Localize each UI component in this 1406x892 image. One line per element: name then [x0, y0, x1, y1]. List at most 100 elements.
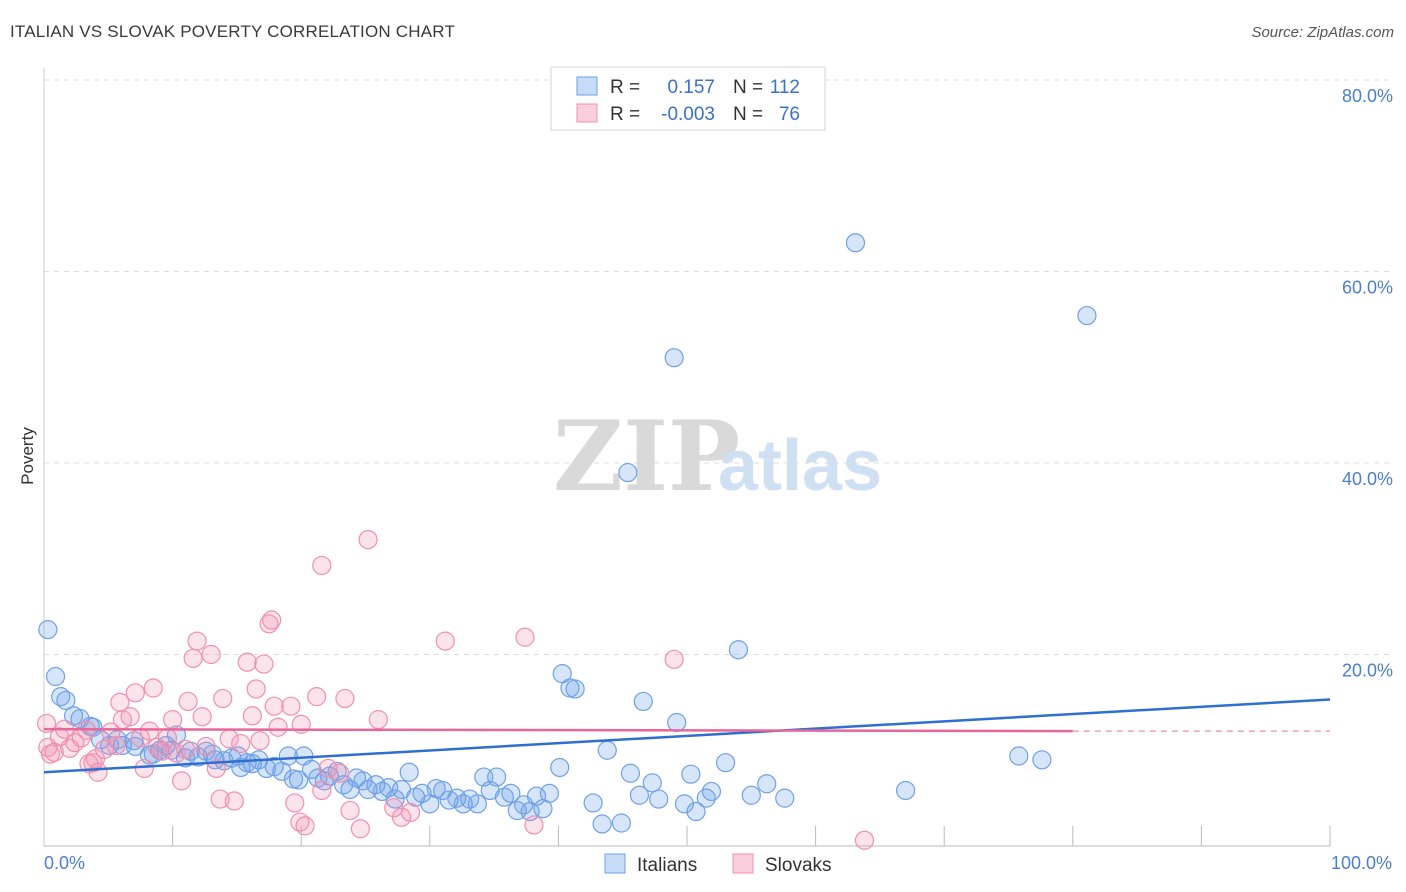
y-tick-label-20: 20.0%	[1342, 661, 1393, 681]
italians-point-99	[728, 640, 749, 660]
slovaks-point-28	[172, 771, 192, 791]
italians-point-93	[674, 794, 695, 814]
legend-bottom-slovaks: Slovaks	[765, 855, 832, 876]
italians-point-10	[107, 730, 127, 750]
italians-point-95	[686, 801, 706, 822]
italians-point-98	[715, 753, 736, 773]
watermark-zip: ZIP	[553, 400, 740, 513]
slovaks-point-23	[147, 737, 167, 757]
slovaks-point-14	[106, 735, 126, 756]
legend-n-label-1: N =	[733, 77, 763, 98]
slovaks-point-59	[318, 758, 338, 779]
slovaks-point-65	[368, 710, 388, 730]
slovaks-point-37	[210, 789, 230, 809]
x-tick-label-0: 0.0%	[44, 853, 85, 873]
source-label: Source: ZipAtlas.com	[1251, 24, 1394, 41]
slovaks-point-58	[312, 780, 332, 801]
slovaks-point-64	[358, 529, 378, 550]
slovaks-point-32	[187, 631, 207, 651]
slovaks-point-41	[231, 733, 251, 754]
legend-n-value-2: 76	[779, 104, 800, 125]
slovaks-point-57	[312, 555, 332, 576]
italians-point-87	[629, 785, 650, 805]
italians-point-81	[583, 793, 603, 813]
axes	[43, 68, 1331, 847]
slovaks-point-74	[38, 737, 58, 757]
slovaks-point-61	[335, 688, 355, 709]
legend-swatch-slovaks	[576, 103, 598, 123]
slovaks-point-33	[192, 707, 212, 727]
slovaks-point-70	[515, 627, 535, 647]
slovaks-point-75	[85, 749, 106, 769]
italians-point-1	[45, 666, 66, 687]
legend-bottom-italians: Italians	[637, 855, 697, 876]
y-tick-label-60: 60.0%	[1342, 278, 1393, 298]
slovaks-point-42	[237, 652, 257, 672]
slovaks-point-30	[178, 691, 198, 712]
slovaks-point-48	[262, 610, 282, 630]
slovaks-point-0	[36, 713, 57, 734]
slovaks-point-69	[435, 631, 455, 651]
chart-title: ITALIAN VS SLOVAK POVERTY CORRELATION CH…	[10, 22, 456, 41]
italians-point-84	[611, 813, 632, 833]
slovaks-point-60	[330, 763, 350, 783]
slovaks-point-35	[201, 644, 221, 665]
italians-point-61	[439, 790, 459, 810]
slovaks-point-73	[854, 830, 875, 850]
slovaks-point-67	[391, 807, 412, 827]
legend-bottom-swatch-italians	[604, 853, 626, 874]
slovaks-point-18	[125, 683, 145, 703]
legend-r-label-2: R =	[610, 104, 640, 125]
italians-point-0	[38, 620, 58, 640]
y-tick-label-40: 40.0%	[1342, 469, 1393, 489]
slovaks-point-17	[120, 707, 140, 727]
italians-point-100	[741, 785, 761, 805]
italians-point-88	[633, 691, 653, 712]
italians-point-65	[467, 794, 487, 814]
slovaks-point-29	[175, 739, 196, 759]
slovaks-point-20	[134, 758, 154, 779]
italians-point-94	[681, 764, 701, 784]
italians-point-92	[667, 712, 687, 733]
italians-point-3	[56, 690, 76, 711]
italians-point-104	[896, 780, 916, 801]
italians-point-106	[1032, 750, 1052, 770]
italians-point-85	[618, 462, 638, 483]
legend-bottom-swatch-slovaks	[732, 853, 754, 874]
italians-point-68	[487, 767, 507, 787]
slovaks-point-63	[350, 819, 370, 839]
watermark-atlas: atlas	[718, 426, 882, 506]
slovaks-point-38	[213, 688, 233, 709]
italians-point-83	[597, 740, 617, 760]
slovaks-point-22	[143, 678, 163, 698]
slovaks-point-34	[196, 736, 216, 757]
slovaks-point-68	[400, 802, 421, 823]
y-tick-label-80: 80.0%	[1342, 86, 1393, 106]
italians-point-36	[278, 746, 298, 766]
italians-point-82	[592, 814, 612, 834]
slovaks-point-45	[250, 731, 270, 751]
trend-lines	[43, 698, 1331, 774]
italians-point-76	[539, 783, 559, 803]
legend-n-label-2: N =	[733, 104, 763, 125]
slovaks-point-46	[254, 654, 274, 674]
slovaks-point-40	[224, 791, 244, 811]
italians-point-90	[649, 789, 669, 809]
italians-point-89	[642, 773, 662, 793]
italians-trend-line	[43, 698, 1331, 774]
slovaks-point-72	[664, 649, 684, 669]
italians-point-97	[701, 781, 722, 802]
tick-labels: 0.0% 100.0% 20.0% 40.0% 60.0% 80.0%	[44, 86, 1393, 873]
slovaks-point-53	[290, 812, 310, 832]
legend-r-label-1: R =	[610, 77, 640, 98]
slovaks-point-49	[264, 696, 284, 716]
slovaks-point-43	[242, 706, 262, 726]
italians-point-57	[412, 783, 432, 803]
italians-point-102	[775, 788, 795, 808]
italians-point-101	[757, 774, 777, 794]
slovaks-point-71	[524, 815, 544, 835]
slovaks-point-31	[183, 648, 203, 668]
slovaks-point-26	[163, 710, 183, 730]
legend-swatch-italians	[576, 76, 598, 96]
